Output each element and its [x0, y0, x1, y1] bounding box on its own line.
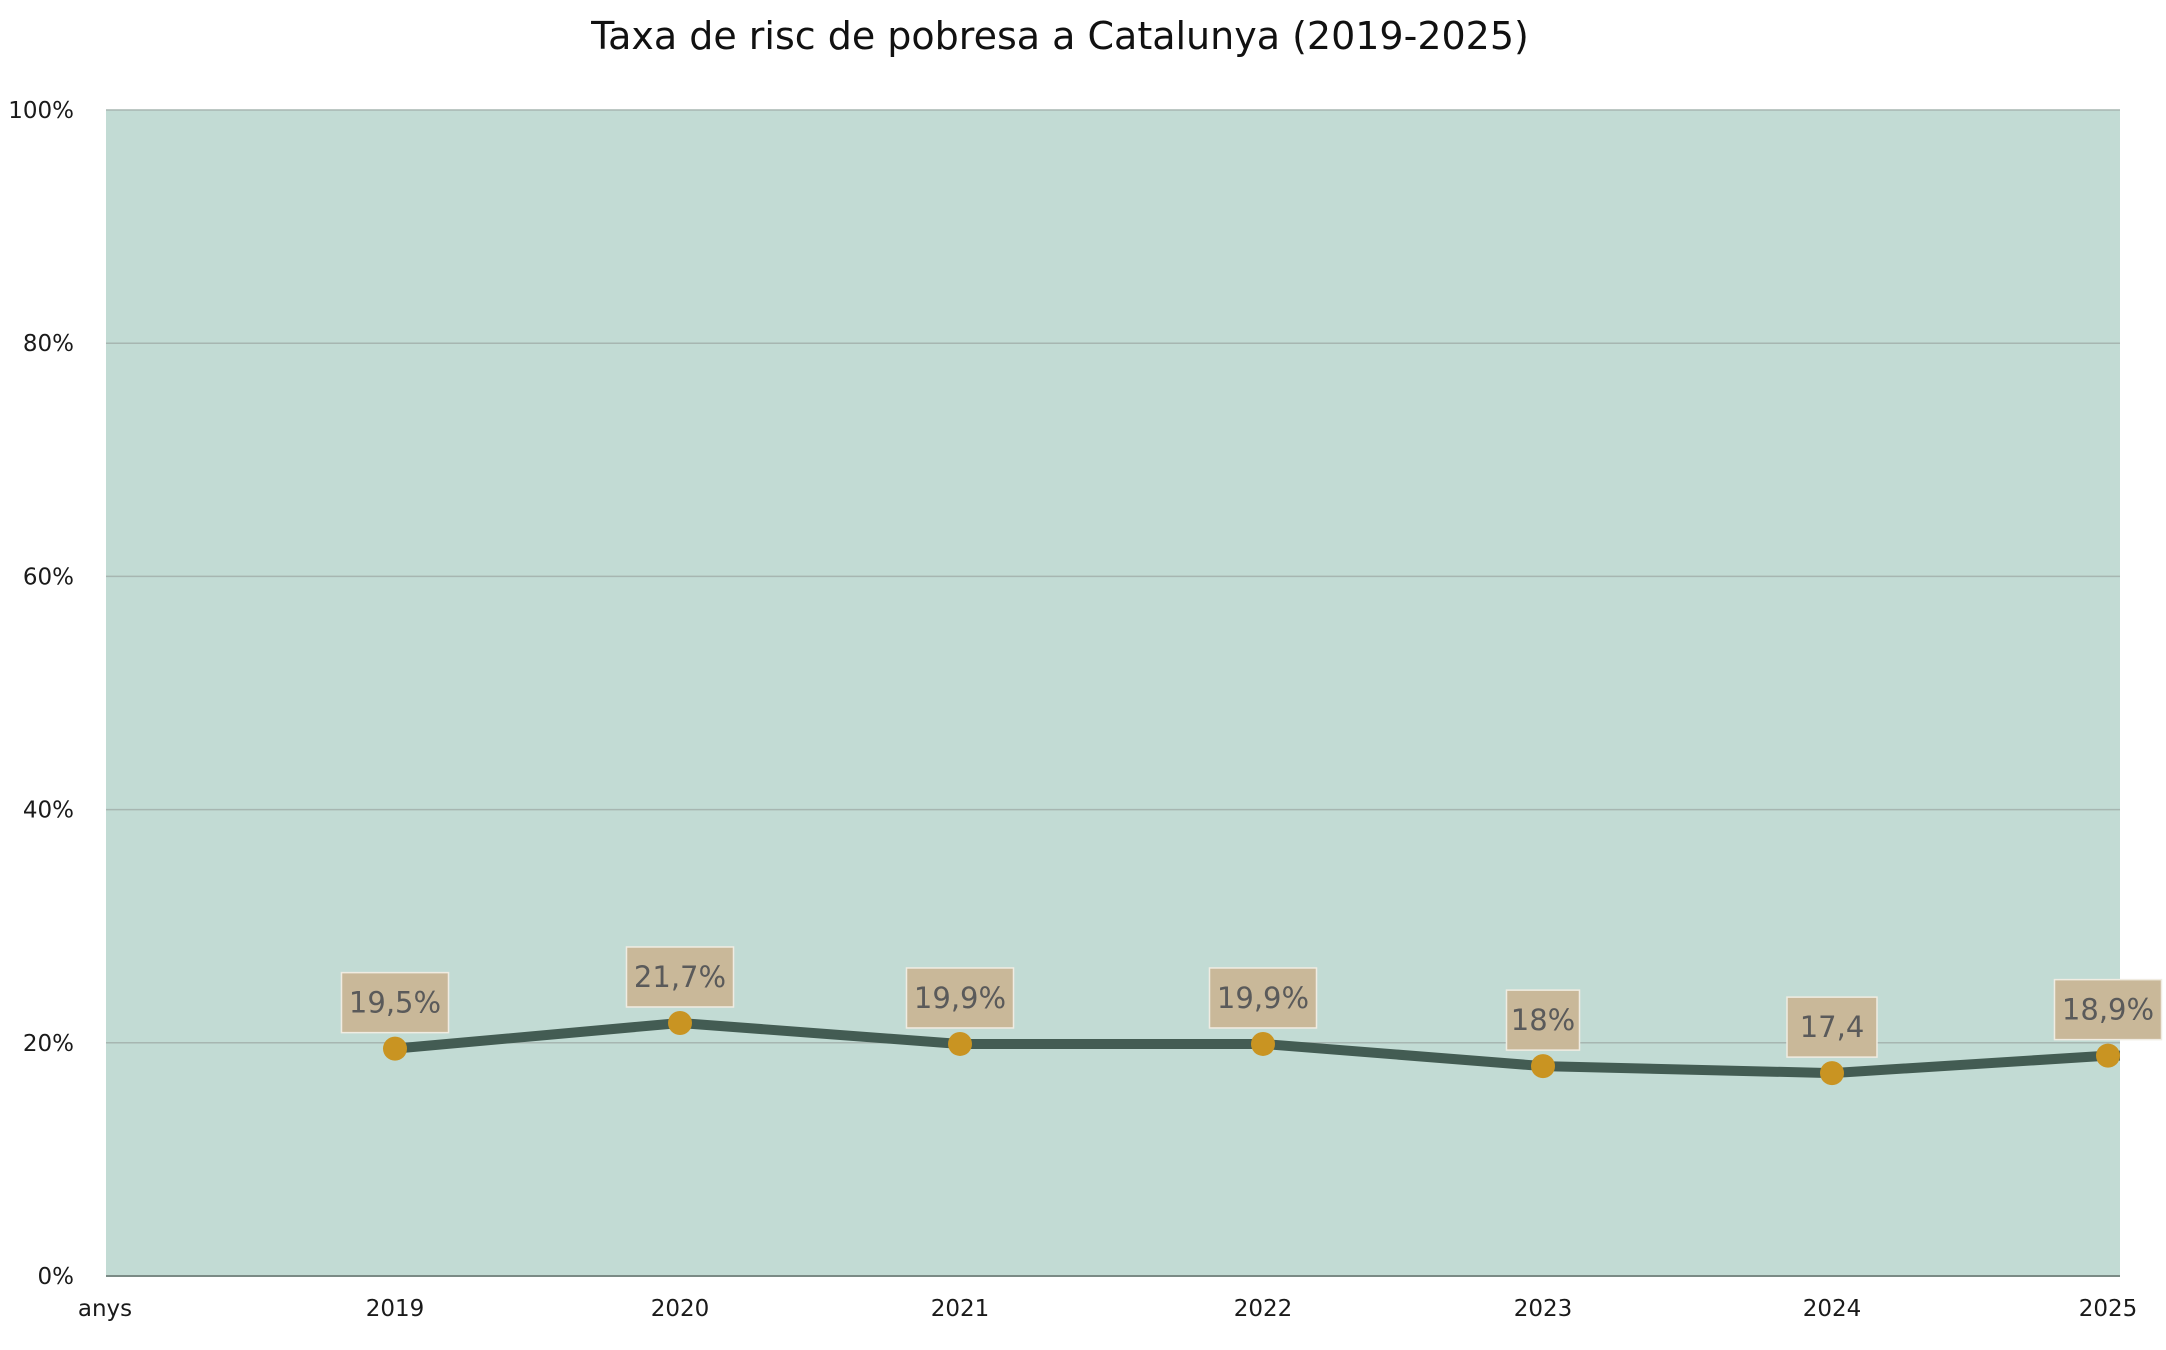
- data-label-box: [1505, 989, 1581, 1051]
- data-label-box: [1786, 996, 1878, 1058]
- x-tick-label: 2023: [1514, 1296, 1573, 1322]
- x-tick-label: 2021: [931, 1296, 990, 1322]
- data-label: 21,7%: [625, 946, 735, 1008]
- data-label-text: 18,9%: [2062, 993, 2154, 1027]
- data-label: 17,4: [1786, 996, 1878, 1058]
- gridlines: [106, 109, 2120, 1044]
- data-point: [2096, 1043, 2120, 1068]
- data-label: 19,9%: [1208, 967, 1318, 1029]
- y-tick-label: 100%: [8, 98, 74, 124]
- data-label-box: [1208, 967, 1318, 1029]
- data-label-text: 19,9%: [1217, 981, 1309, 1015]
- axes: 0% 20% 40% 60% 80% 100% 2019 2020 2021 2022 2023 20…: [8, 98, 2137, 1322]
- x-tick-label: 2022: [1234, 1296, 1293, 1322]
- data-point: [668, 1010, 692, 1035]
- series-line: [394, 1017, 2120, 1079]
- data-label-text: 17,4: [1800, 1010, 1865, 1044]
- data-labels: 19,5% 21,7% 19,9% 19,9% 18% 17,4 18,9%: [340, 946, 2163, 1086]
- data-label: 19,5%: [340, 971, 450, 1034]
- data-label: 19,9%: [905, 967, 1015, 1029]
- data-label-text: 21,7%: [634, 960, 726, 994]
- data-label-box: [625, 946, 735, 1008]
- x-axis-title: anys: [78, 1296, 132, 1322]
- x-tick-label: 2024: [1803, 1296, 1862, 1322]
- y-tick-label: 60%: [23, 564, 74, 590]
- plot-area: [106, 110, 2120, 1276]
- chart-title: Taxa de risc de pobresa a Catalunya (201…: [590, 14, 1529, 58]
- data-label-text: 19,9%: [914, 981, 1006, 1015]
- data-label-box: [905, 967, 1015, 1029]
- y-tick-label: 40%: [23, 798, 74, 824]
- data-label: 18,9%: [2053, 978, 2163, 1041]
- data-label-text: 19,5%: [349, 986, 441, 1020]
- data-point: [1251, 1031, 1275, 1056]
- data-label-box: [2053, 978, 2163, 1041]
- x-tick-label: 2025: [2079, 1296, 2138, 1322]
- data-point: [383, 1036, 407, 1061]
- data-label-text: 18%: [1511, 1003, 1575, 1037]
- data-label-box: [340, 971, 450, 1034]
- y-tick-label: 20%: [23, 1031, 74, 1057]
- data-point: [1820, 1061, 1844, 1086]
- x-tick-label: 2019: [366, 1296, 425, 1322]
- data-point: [1531, 1054, 1555, 1079]
- y-tick-label: 0%: [38, 1264, 75, 1290]
- data-label: 18%: [1505, 989, 1581, 1051]
- data-point: [948, 1031, 972, 1056]
- series-layer: [394, 1017, 2120, 1079]
- y-tick-label: 80%: [23, 331, 74, 357]
- x-tick-label: 2020: [651, 1296, 710, 1322]
